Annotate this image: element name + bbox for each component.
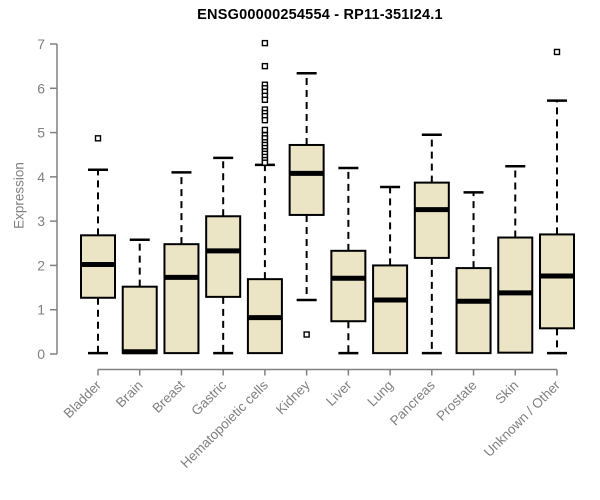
y-tick-label: 4	[37, 169, 45, 185]
x-tick-label: Brain	[113, 378, 146, 411]
outlier-point	[303, 331, 310, 338]
outlier-point	[261, 126, 269, 134]
x-tick-label: Liver	[323, 377, 355, 409]
outlier-point	[261, 39, 269, 47]
y-tick-label: 7	[37, 36, 45, 52]
outlier-point	[94, 135, 102, 142]
iqr-box	[288, 143, 325, 216]
y-tick-label: 2	[37, 257, 45, 273]
x-tick-label: Skin	[492, 378, 521, 407]
iqr-box	[121, 285, 158, 355]
x-tick-label: Gastric	[188, 377, 229, 418]
y-tick-label: 6	[37, 80, 45, 96]
outlier-point	[261, 159, 269, 166]
y-tick-label: 3	[37, 213, 45, 229]
iqr-box	[455, 267, 492, 355]
y-tick-label: 0	[37, 346, 45, 362]
outlier-point	[553, 48, 561, 56]
iqr-box	[330, 249, 367, 323]
iqr-box	[413, 181, 450, 259]
x-tick-label: Lung	[364, 378, 396, 410]
x-tick-label: Prostate	[434, 378, 480, 424]
iqr-box	[372, 264, 409, 355]
outlier-point	[261, 116, 269, 124]
outlier-point	[261, 62, 269, 70]
y-tick-label: 5	[37, 125, 45, 141]
x-tick-label: Pancreas	[387, 377, 438, 428]
iqr-box	[163, 243, 200, 355]
iqr-box	[538, 233, 575, 330]
x-tick-label: Bladder	[61, 377, 105, 421]
x-tick-label: Breast	[149, 377, 187, 415]
chart-title: ENSG00000254554 - RP11-351I24.1	[197, 7, 443, 23]
y-tick-label: 1	[37, 302, 45, 318]
outlier-point	[261, 96, 269, 104]
x-tick-label: Unknown / Other	[481, 377, 564, 460]
iqr-box	[205, 215, 242, 298]
x-tick-label: Kidney	[273, 377, 313, 417]
